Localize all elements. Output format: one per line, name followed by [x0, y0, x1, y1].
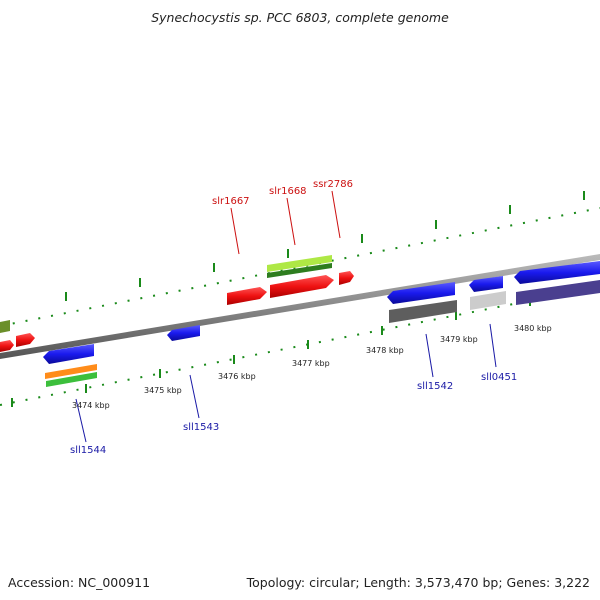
map-title: Synechocystis sp. PCC 6803, complete gen… [151, 10, 449, 25]
gene-feature-red-left-a[interactable] [0, 340, 14, 352]
gene-sll1544-box[interactable] [43, 344, 94, 364]
accession-text: Accession: NC_000911 [8, 575, 151, 590]
tick-label-3479: 3479 kbp [440, 335, 478, 344]
gene-label-sll1544[interactable]: sll1544 [70, 445, 106, 456]
gene-label-ssr2786[interactable]: ssr2786 [313, 179, 353, 190]
kbp-tick-labels: 3474 kbp 3475 kbp 3476 kbp 3477 kbp 3478… [72, 324, 552, 410]
gene-feature-lightgray[interactable] [470, 291, 506, 310]
gene-ssr2786-box[interactable] [339, 271, 354, 285]
gene-label-slr1668[interactable]: slr1668 [269, 186, 307, 197]
gene-slr1667-box[interactable] [227, 287, 267, 305]
gene-feature-orange[interactable] [45, 364, 97, 379]
tick-label-3475: 3475 kbp [144, 386, 182, 395]
reverse-gene-labels[interactable]: sll1544 sll1543 sll1542 sll0451 [70, 372, 517, 456]
reverse-genes[interactable] [43, 261, 600, 387]
gene-feature-olive[interactable] [0, 320, 10, 333]
gene-feature-red-left-b[interactable] [16, 333, 35, 347]
gene-label-sll1543[interactable]: sll1543 [183, 422, 219, 433]
genome-summary-text: Topology: circular; Length: 3,573,470 bp… [246, 575, 590, 590]
gene-sll1543-box[interactable] [167, 325, 200, 341]
tick-label-3478: 3478 kbp [366, 346, 404, 355]
gene-label-sll0451[interactable]: sll0451 [481, 372, 517, 383]
gene-slr1668-box[interactable] [270, 275, 334, 298]
gene-feature-darkgreen[interactable] [267, 263, 332, 278]
tick-label-3480: 3480 kbp [514, 324, 552, 333]
gene-sll0451-box[interactable] [469, 276, 503, 292]
gene-feature-purple[interactable] [516, 280, 600, 305]
tick-label-3477: 3477 kbp [292, 359, 330, 368]
tick-label-3474: 3474 kbp [72, 401, 110, 410]
forward-gene-labels[interactable]: slr1667 slr1668 ssr2786 [212, 179, 353, 207]
gene-sll1542-box[interactable] [387, 282, 455, 304]
forward-genes[interactable] [0, 255, 354, 352]
tick-label-3476: 3476 kbp [218, 372, 256, 381]
gene-label-sll1542[interactable]: sll1542 [417, 381, 453, 392]
genome-backbone [0, 254, 600, 359]
label-leaders [75, 190, 497, 443]
gene-feature-lime[interactable] [267, 255, 332, 272]
gene-feature-darkgray[interactable] [389, 300, 457, 323]
gene-feature-green[interactable] [46, 372, 97, 387]
major-ticks [11, 191, 585, 407]
gene-label-slr1667[interactable]: slr1667 [212, 196, 250, 207]
gene-feature-blue-right[interactable] [514, 261, 600, 284]
